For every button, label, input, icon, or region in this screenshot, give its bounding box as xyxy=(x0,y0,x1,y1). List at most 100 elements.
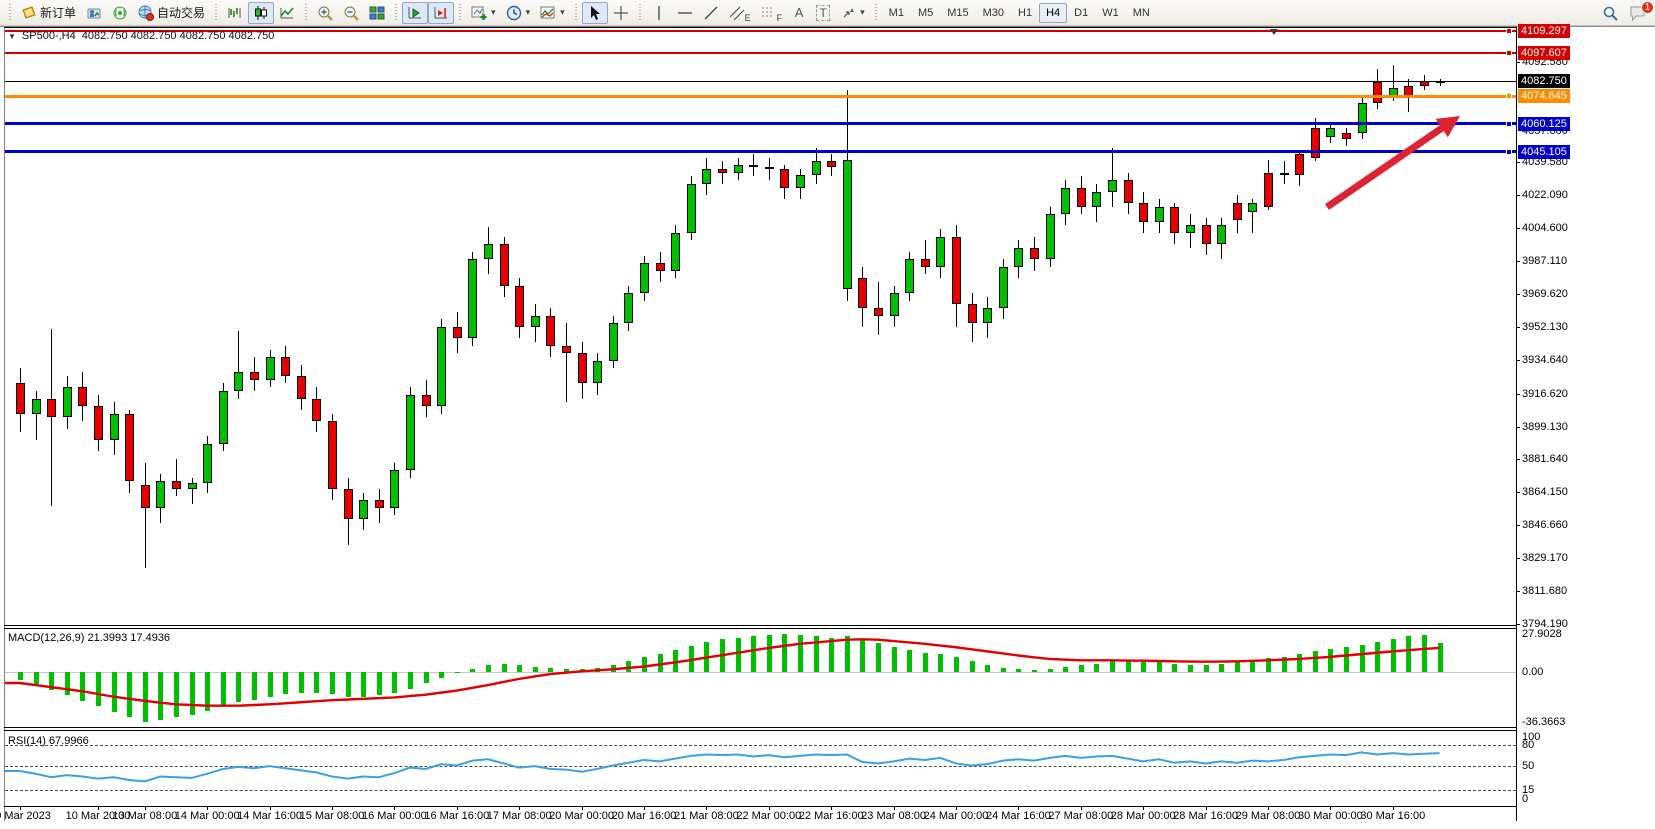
level-line-4109.297[interactable] xyxy=(5,30,1516,33)
text-button[interactable]: A xyxy=(787,2,811,24)
bar-chart-button[interactable] xyxy=(222,2,248,24)
indicators-caret[interactable]: ▾ xyxy=(560,7,565,17)
search-icon[interactable] xyxy=(1602,5,1619,22)
chart-shift-button[interactable] xyxy=(428,1,455,24)
price-tick-mark xyxy=(1516,195,1520,197)
candle-body xyxy=(31,398,41,414)
level-line-endpoint[interactable] xyxy=(1506,93,1512,100)
price-tick-mark xyxy=(1516,293,1520,295)
main-macd-divider[interactable] xyxy=(4,625,1516,626)
candle-body xyxy=(172,481,181,489)
indicators-icon xyxy=(540,5,556,21)
rsi-pane-bottom-border xyxy=(4,806,1516,807)
arrows-caret[interactable]: ▾ xyxy=(860,7,865,17)
level-line-endpoint[interactable] xyxy=(1506,50,1512,56)
macd-histogram-bar xyxy=(1297,654,1303,672)
toolbar-grip[interactable] xyxy=(304,3,309,22)
toolbar-grip[interactable] xyxy=(8,3,12,22)
price-tick-mark xyxy=(1516,558,1520,560)
text-label-button[interactable]: T xyxy=(811,2,835,24)
timeframe-button-m15[interactable]: M15 xyxy=(947,6,969,19)
timeframe-button-h1[interactable]: H1 xyxy=(1018,6,1033,19)
toolbar-grip[interactable] xyxy=(214,3,219,22)
toolbar-grip[interactable] xyxy=(573,3,578,22)
crosshair-button[interactable] xyxy=(608,2,634,24)
cursor-button[interactable] xyxy=(581,1,608,24)
vertical-line-button[interactable] xyxy=(646,2,672,24)
macd-rsi-divider[interactable] xyxy=(4,727,1516,728)
level-price-badge: 4060.125 xyxy=(1518,116,1570,131)
new-chart-button[interactable]: ▾ xyxy=(466,2,501,24)
time-axis-tick xyxy=(1392,806,1394,810)
new-order-label: 新订单 xyxy=(40,6,77,20)
timeframe-toolbar: M1 M5 M15 M30 H1 H4 D1 W1 MN xyxy=(882,2,1157,23)
horizontal-line-button[interactable] xyxy=(672,2,698,24)
timeframe-button-w1[interactable]: W1 xyxy=(1102,6,1119,19)
rsi-axis-label: 50 xyxy=(1522,759,1535,772)
macd-histogram-bar xyxy=(782,634,788,672)
new-chart-caret[interactable]: ▾ xyxy=(491,7,496,17)
arrows-button[interactable]: ▾ xyxy=(835,2,870,24)
timeframe-button-m30[interactable]: M30 xyxy=(982,6,1005,19)
timeframe-button-mn[interactable]: MN xyxy=(1132,6,1150,19)
level-line-endpoint[interactable] xyxy=(1506,148,1512,155)
equidistant-channel-button[interactable]: E xyxy=(724,2,756,24)
candle-body xyxy=(359,500,369,519)
timeframe-button-m1[interactable]: M1 xyxy=(888,6,904,19)
zoom-in-button[interactable] xyxy=(312,2,338,24)
candle-body xyxy=(967,304,977,324)
indicators-button[interactable]: ▾ xyxy=(535,2,570,24)
candle-wick xyxy=(1252,199,1254,233)
candlestick-chart-button[interactable] xyxy=(248,1,275,24)
profiles-caret[interactable]: ▾ xyxy=(525,7,531,17)
macd-histogram-bar xyxy=(330,672,335,694)
toolbar-grip[interactable] xyxy=(458,3,463,22)
macd-histogram-bar xyxy=(423,672,429,683)
timeframe-button-d1[interactable]: D1 xyxy=(1074,6,1089,19)
level-line-4097.607[interactable] xyxy=(5,52,1516,54)
timeframe-button-h4[interactable]: H4 xyxy=(1039,2,1068,23)
macd-histogram-bar xyxy=(1125,661,1131,672)
macd-histogram-bar xyxy=(1219,663,1225,672)
toolbar-grip[interactable] xyxy=(873,3,878,22)
signals-button[interactable] xyxy=(107,2,133,24)
zoom-out-button[interactable] xyxy=(338,2,364,24)
candle-body xyxy=(109,413,119,440)
new-order-button[interactable]: 新订单 xyxy=(16,2,81,24)
timeframe-button-m5[interactable]: M5 xyxy=(917,6,934,19)
chart-shift-marker[interactable] xyxy=(1270,29,1278,35)
time-axis-tick xyxy=(956,806,957,810)
toolbar-grip[interactable] xyxy=(637,3,642,22)
time-axis-tick xyxy=(332,806,333,810)
level-line-4045.105[interactable] xyxy=(5,150,1516,154)
trendline-button[interactable] xyxy=(698,2,724,24)
candle-body xyxy=(47,398,57,418)
level-line-endpoint[interactable] xyxy=(1506,120,1512,127)
candle-body xyxy=(998,266,1008,309)
fibonacci-button[interactable]: F xyxy=(756,2,788,24)
toolbar-grip[interactable] xyxy=(394,3,399,22)
tile-windows-button[interactable] xyxy=(364,2,390,24)
macd-histogram-bar xyxy=(127,672,133,718)
candle-wick xyxy=(35,390,37,440)
navigator-button[interactable] xyxy=(81,2,107,24)
candle-body xyxy=(1248,202,1258,213)
macd-histogram-bar xyxy=(1078,665,1084,672)
candle-wick xyxy=(566,323,567,403)
time-axis-label: 28 Mar 00:00 xyxy=(1110,810,1176,822)
level-line-endpoint[interactable] xyxy=(1506,28,1512,35)
line-chart-button[interactable] xyxy=(274,2,300,24)
level-line-4074.645[interactable] xyxy=(5,94,1516,98)
price-tick-label: 3794.190 xyxy=(1522,617,1568,630)
time-axis-label: 13 Mar 08:00 xyxy=(112,810,178,822)
one-click-trading-toggle[interactable]: ▼ xyxy=(8,31,16,41)
price-axis-border xyxy=(1516,27,1517,821)
chat-button[interactable]: 1 xyxy=(1629,1,1654,21)
autotrading-button[interactable]: 自动交易 xyxy=(133,2,210,24)
level-line-4060.125[interactable] xyxy=(5,122,1516,126)
autotrading-globe-icon xyxy=(138,5,155,21)
profiles-button[interactable]: ▾ xyxy=(501,2,536,24)
auto-scroll-button[interactable] xyxy=(402,1,429,24)
candle-body xyxy=(749,165,759,168)
candle-body xyxy=(374,500,384,508)
